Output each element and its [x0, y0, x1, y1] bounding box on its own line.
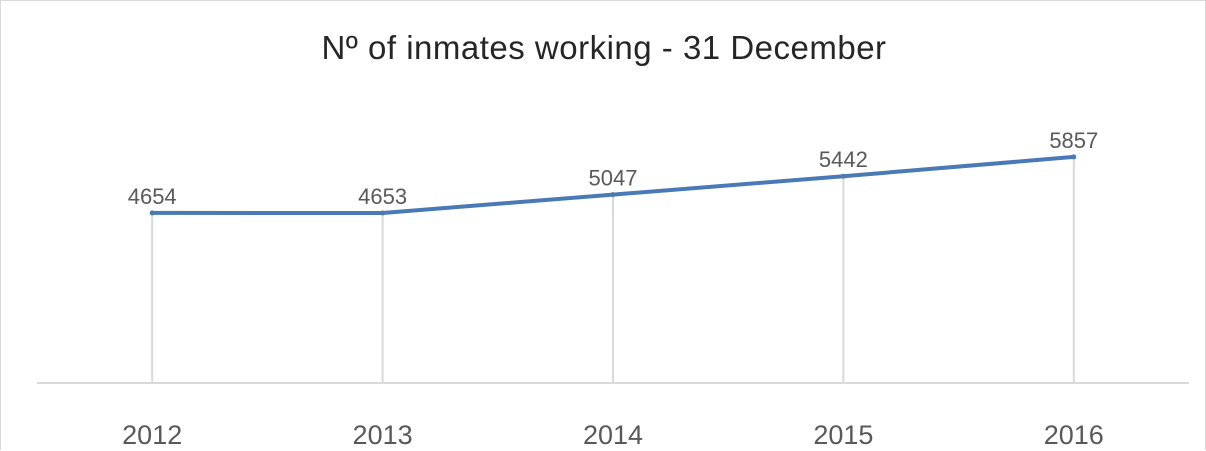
- x-tick-label: 2015: [813, 420, 873, 450]
- data-label: 4654: [128, 184, 177, 209]
- data-point: [149, 210, 155, 216]
- data-point: [1071, 154, 1077, 160]
- data-point: [610, 192, 616, 198]
- x-tick-label: 2016: [1044, 420, 1104, 450]
- data-label: 5857: [1049, 128, 1098, 153]
- data-label: 5442: [819, 147, 868, 172]
- x-tick-label: 2013: [353, 420, 413, 450]
- data-label: 5047: [589, 166, 638, 191]
- data-label: 4653: [358, 184, 407, 209]
- data-point: [840, 173, 846, 179]
- x-tick-label: 2014: [583, 420, 643, 450]
- chart-title: Nº of inmates working - 31 December: [321, 29, 887, 66]
- data-point: [380, 210, 386, 216]
- x-tick-label: 2012: [122, 420, 182, 450]
